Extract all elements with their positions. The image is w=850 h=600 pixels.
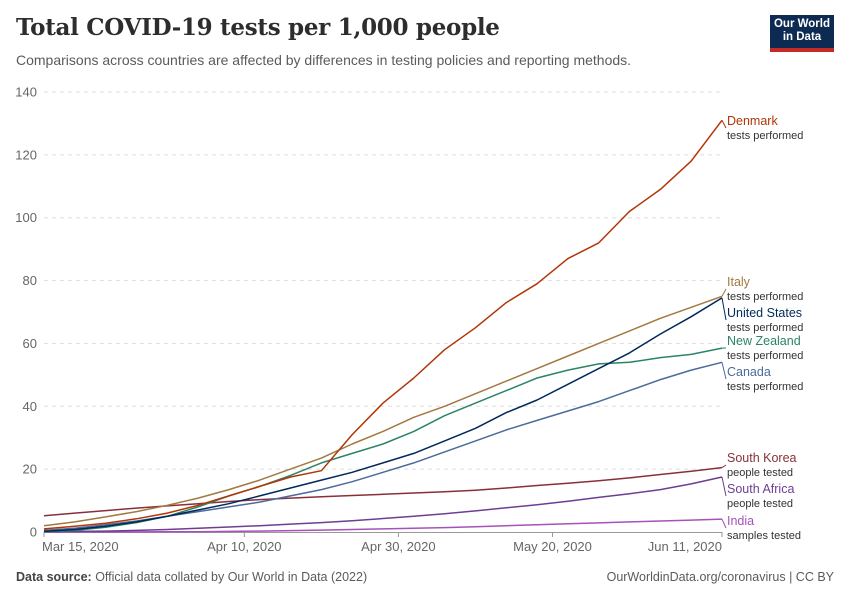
data-source-label: Data source: — [16, 570, 92, 584]
y-tick-label: 60 — [23, 336, 37, 351]
series-line-new-zealand[interactable] — [43, 347, 723, 533]
y-tick-label: 20 — [23, 462, 37, 477]
y-tick-label: 0 — [30, 525, 37, 540]
gridlines — [44, 91, 722, 470]
series-line-south-korea[interactable] — [43, 466, 723, 517]
series-label-name[interactable]: Italy — [727, 275, 751, 289]
series-label-name[interactable]: Denmark — [727, 114, 778, 128]
series-label-sub: tests performed — [727, 322, 803, 334]
series-label-sub: tests performed — [727, 130, 803, 142]
data-source: Data source: Official data collated by O… — [16, 570, 367, 584]
label-connector — [721, 288, 727, 297]
series-label-name[interactable]: New Zealand — [727, 334, 801, 348]
series-lines — [43, 119, 723, 533]
logo-line-2: in Data — [782, 31, 822, 43]
series-line-united-states[interactable] — [43, 297, 723, 533]
y-tick-label: 100 — [15, 210, 37, 225]
series-label-name[interactable]: South Africa — [727, 482, 794, 496]
label-connector — [721, 120, 727, 129]
series-label-name[interactable]: United States — [727, 306, 802, 320]
x-tick-label: Apr 10, 2020 — [207, 539, 281, 554]
chart-subtitle: Comparisons across countries are affecte… — [16, 52, 632, 68]
y-tick-label: 140 — [15, 85, 37, 100]
x-axis: Mar 15, 2020 Apr 10, 2020 Apr 30, 2020 May … — [42, 532, 723, 554]
label-connector — [721, 297, 727, 321]
label-connector — [721, 464, 727, 468]
data-source-text: Official data collated by Our World in D… — [91, 570, 368, 584]
series-line-italy[interactable] — [43, 295, 723, 527]
series-label-sub: samples tested — [727, 530, 801, 542]
series-line-south-africa[interactable] — [43, 476, 723, 533]
series-label-name[interactable]: India — [727, 514, 754, 528]
series-label-sub: tests performed — [727, 291, 803, 303]
series-label-name[interactable]: Canada — [727, 365, 771, 379]
source-link[interactable]: OurWorldinData.org/coronavirus | CC BY — [606, 570, 834, 584]
series-line-india[interactable] — [44, 518, 723, 533]
series-line-canada[interactable] — [43, 361, 723, 532]
x-tick-label: Mar 15, 2020 — [42, 539, 119, 554]
y-axis: 0 20 40 60 80 100 120 140 — [15, 85, 37, 540]
label-connector — [721, 476, 727, 497]
y-tick-label: 120 — [15, 147, 37, 162]
series-line-denmark[interactable] — [43, 119, 723, 530]
label-connector — [721, 518, 727, 529]
chart-title: Total COVID-19 tests per 1,000 people — [16, 14, 500, 41]
series-label-sub: people tested — [727, 498, 793, 510]
y-tick-label: 80 — [23, 273, 37, 288]
series-label-name[interactable]: South Korea — [727, 451, 797, 465]
x-tick-label: May 20, 2020 — [513, 539, 592, 554]
owid-logo[interactable]: Our World in Data — [770, 15, 834, 52]
series-label-sub: tests performed — [727, 350, 803, 362]
series-label-sub: people tested — [727, 467, 793, 479]
x-tick-label: Apr 30, 2020 — [361, 539, 435, 554]
series-label-sub: tests performed — [727, 381, 803, 393]
series-labels: Denmark tests performed Italy tests perform… — [721, 114, 803, 542]
y-tick-label: 40 — [23, 399, 37, 414]
x-tick-label: Jun 11, 2020 — [648, 539, 722, 554]
label-connector — [721, 362, 727, 380]
logo-line-1: Our World — [773, 18, 830, 30]
